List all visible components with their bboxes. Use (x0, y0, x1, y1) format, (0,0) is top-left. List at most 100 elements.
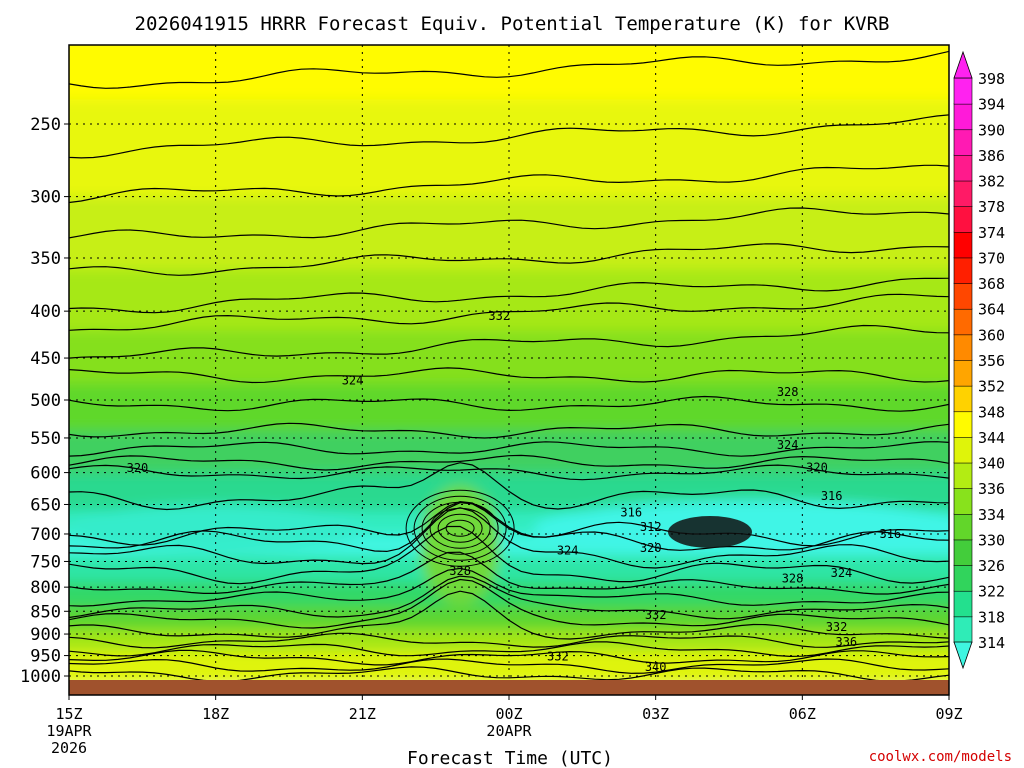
colorbar-cell (953, 385, 973, 413)
y-tick-label: 750 (30, 552, 61, 572)
x-tick-label: 18Z (202, 705, 229, 723)
colorbar-label: 368 (978, 275, 1005, 293)
colorbar-cell (953, 282, 973, 310)
contour-line (69, 666, 949, 683)
contour-loop (437, 513, 483, 543)
color-band (69, 269, 949, 332)
contour-line (69, 632, 949, 649)
colorbar: 314 318 322 326 330 334 336 340 344 348 352 356 360 3… (953, 50, 1005, 670)
contour-label: 324 (831, 566, 853, 580)
contour-label: 316 (879, 527, 901, 541)
contour-label: 332 (547, 649, 569, 663)
contour-label: 328 (449, 564, 471, 578)
colorbar-label: 390 (978, 121, 1005, 139)
contour-label: 312 (640, 520, 662, 534)
colorbar-cell (953, 308, 973, 336)
y-tick-label: 450 (30, 349, 61, 369)
colorbar-label: 314 (978, 634, 1005, 652)
y-tick-label: 650 (30, 495, 61, 515)
contour-label: 336 (835, 635, 857, 649)
contour-label: 328 (777, 385, 799, 399)
colorbar-cell (953, 539, 973, 566)
colorbar-cell (953, 436, 973, 464)
colorbar-label: 370 (978, 249, 1005, 267)
contour-line (69, 525, 949, 585)
x-tick-label: 00Z (495, 705, 522, 723)
contour-line (69, 441, 949, 457)
contour-line (69, 454, 949, 471)
colorbar-cell (953, 359, 973, 387)
color-band (69, 99, 949, 198)
colorbar-label: 322 (978, 583, 1005, 601)
y-tick-label: 500 (30, 391, 61, 411)
x-axis-label: Forecast Time (UTC) (407, 748, 613, 768)
chart-title: 2026041915 HRRR Forecast Equiv. Potentia… (135, 13, 890, 35)
contour-label: 328 (782, 572, 804, 586)
colorbar-min-arrow (953, 641, 973, 670)
contour-label: 332 (826, 620, 848, 634)
contour-line (69, 50, 949, 89)
colorbar-label: 356 (978, 352, 1005, 370)
colorbar-cell (953, 205, 973, 233)
contour-label: 320 (127, 461, 149, 475)
colorbar-label: 348 (978, 403, 1005, 421)
credit-text: coolwx.com/models (869, 749, 1012, 765)
colorbar-cell (953, 462, 973, 489)
colorbar-cell (953, 257, 973, 284)
contour-label: 324 (557, 544, 579, 558)
colorbar-label: 326 (978, 557, 1005, 575)
contour-line (69, 551, 949, 595)
colorbar-label: 340 (978, 455, 1005, 473)
contour-label: 316 (821, 489, 843, 503)
contour-line (69, 507, 949, 569)
contour-lines (69, 50, 949, 683)
y-axis: 250 300 350 400 450 500 550 600 650 700 750 800 850 9… (20, 115, 69, 687)
contour-line (69, 578, 949, 629)
colorbar-cell (953, 590, 973, 618)
contour-loop (421, 501, 499, 555)
colorbar-label: 360 (978, 326, 1005, 344)
y-tick-label: 300 (30, 188, 61, 208)
contour-line (69, 641, 949, 658)
contour-line (69, 464, 949, 481)
colorbar-label: 378 (978, 198, 1005, 216)
contour-loop (445, 519, 475, 537)
color-band (69, 330, 949, 385)
colorbar-label: 318 (978, 608, 1005, 626)
colorbar-max-arrow (953, 50, 973, 79)
contour-line (69, 658, 949, 674)
y-tick-label: 550 (30, 429, 61, 449)
contour-label: 332 (645, 608, 667, 622)
colorbar-cell (953, 564, 973, 592)
colorbar-label: 386 (978, 147, 1005, 165)
y-tick-label: 950 (30, 647, 61, 667)
colorbar-label: 330 (978, 531, 1005, 549)
plot-area (69, 45, 949, 695)
colorbar-cell (953, 513, 973, 541)
colorbar-cell (953, 103, 973, 131)
y-tick-label: 800 (30, 578, 61, 598)
x-tick-label: 06Z (789, 705, 816, 723)
colorbar-cell (953, 616, 973, 643)
colorbar-label: 344 (978, 429, 1005, 447)
x-tick-year-label: 2026 (51, 739, 87, 757)
y-tick-label: 600 (30, 464, 61, 484)
y-tick-label: 250 (30, 115, 61, 135)
x-tick-date-label: 19APR (46, 722, 92, 740)
contour-line (69, 462, 949, 511)
colorbar-cell (953, 180, 973, 207)
contour-loop (405, 489, 515, 567)
ground-surface (69, 680, 949, 695)
contour-label: 340 (645, 660, 667, 674)
x-tick-label: 21Z (349, 705, 376, 723)
contour-label: 316 (620, 505, 642, 519)
color-band (69, 196, 949, 271)
y-tick-label: 350 (30, 249, 61, 269)
colorbar-label: 394 (978, 96, 1005, 114)
colorbar-label: 364 (978, 301, 1005, 319)
colorbar-label: 382 (978, 173, 1005, 191)
colorbar-cell (953, 77, 973, 105)
